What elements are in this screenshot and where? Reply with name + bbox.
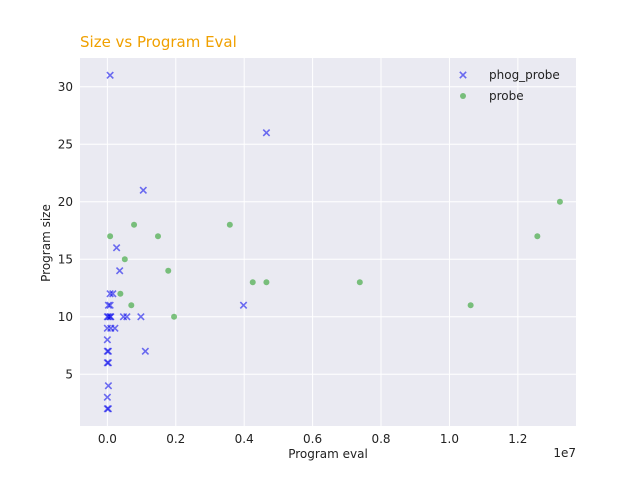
data-point-probe — [107, 233, 114, 240]
data-point-phog-probe — [123, 312, 131, 321]
y-tick-labels: 5 10 15 20 25 30 — [58, 80, 73, 382]
data-point-probe — [131, 221, 138, 228]
legend-marker-phog-probe — [459, 71, 467, 79]
x-tick-label: 0.4 — [235, 432, 254, 446]
y-tick-label: 20 — [58, 195, 73, 209]
data-point-probe — [556, 198, 563, 205]
data-point-phog-probe — [239, 301, 248, 310]
x-tick-labels: 0.0 0.2 0.4 0.6 0.8 1.0 1.2 — [98, 432, 528, 446]
data-point-phog-probe — [262, 128, 271, 137]
y-axis-label: Program size — [39, 204, 53, 282]
data-point-probe — [226, 221, 233, 228]
x-tick-label: 0.2 — [166, 432, 185, 446]
x-tick-label: 0.0 — [98, 432, 117, 446]
data-point-probe — [263, 279, 270, 286]
legend-marker-probe — [460, 93, 466, 99]
data-point-probe — [249, 279, 256, 286]
data-point-phog-probe — [104, 381, 113, 390]
x-axis-offset-label: 1e7 — [553, 446, 576, 460]
data-point-phog-probe — [104, 404, 113, 413]
x-tick-label: 1.2 — [508, 432, 527, 446]
data-point-probe — [467, 302, 474, 309]
data-point-phog-probe — [103, 335, 112, 344]
data-point-phog-probe — [111, 324, 119, 333]
data-point-phog-probe — [104, 358, 113, 367]
data-point-probe — [165, 267, 172, 274]
data-point-probe — [128, 302, 135, 309]
data-point-phog-probe — [112, 243, 121, 252]
data-point-probe — [534, 233, 541, 240]
data-point-phog-probe — [104, 312, 113, 321]
data-point-phog-probe — [115, 266, 124, 275]
y-tick-label: 15 — [58, 252, 73, 266]
data-point-phog-probe — [106, 301, 114, 310]
data-point-phog-probe — [106, 289, 114, 298]
data-points — [103, 71, 563, 413]
legend-label-phog-probe: phog_probe — [489, 68, 560, 82]
plot-area — [80, 58, 576, 426]
data-point-probe — [356, 279, 363, 286]
data-point-phog-probe — [141, 347, 150, 356]
x-tick-label: 0.6 — [303, 432, 322, 446]
x-tick-label: 1.0 — [440, 432, 459, 446]
y-tick-label: 10 — [58, 310, 73, 324]
data-point-phog-probe — [106, 71, 114, 80]
y-tick-label: 25 — [58, 137, 73, 151]
data-point-phog-probe — [103, 393, 112, 402]
grid — [80, 58, 576, 426]
chart-title: Size vs Program Eval — [80, 33, 237, 51]
x-axis-label: Program eval — [288, 447, 368, 461]
data-point-phog-probe — [104, 301, 113, 310]
data-point-probe — [154, 233, 161, 240]
data-point-phog-probe — [139, 186, 148, 195]
y-tick-label: 30 — [58, 80, 73, 94]
data-point-phog-probe — [107, 312, 115, 321]
y-tick-label: 5 — [65, 367, 73, 381]
data-point-phog-probe — [137, 312, 145, 321]
data-point-probe — [117, 290, 124, 297]
data-point-phog-probe — [109, 289, 117, 298]
data-point-phog-probe — [104, 347, 113, 356]
legend-label-probe: probe — [489, 89, 524, 103]
data-point-probe — [121, 256, 128, 263]
data-point-probe — [171, 313, 178, 320]
x-tick-label: 0.8 — [371, 432, 390, 446]
